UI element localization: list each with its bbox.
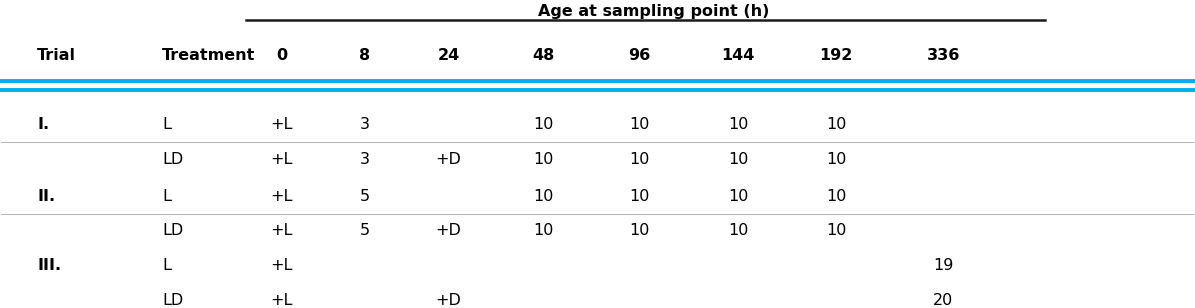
Text: 10: 10 xyxy=(629,188,649,204)
Text: II.: II. xyxy=(37,188,55,204)
Text: 10: 10 xyxy=(826,152,846,167)
Text: 10: 10 xyxy=(534,188,554,204)
Text: 10: 10 xyxy=(728,188,748,204)
Text: +L: +L xyxy=(270,117,293,132)
Text: 10: 10 xyxy=(534,117,554,132)
Text: LD: LD xyxy=(163,152,184,167)
Text: III.: III. xyxy=(37,258,61,273)
Text: 24: 24 xyxy=(437,48,460,63)
Text: L: L xyxy=(163,188,171,204)
Text: 10: 10 xyxy=(534,224,554,238)
Text: +L: +L xyxy=(270,258,293,273)
Text: 5: 5 xyxy=(360,224,370,238)
Text: +D: +D xyxy=(435,152,461,167)
Text: 10: 10 xyxy=(629,224,649,238)
Text: 10: 10 xyxy=(629,117,649,132)
Text: 10: 10 xyxy=(826,188,846,204)
Text: 10: 10 xyxy=(826,117,846,132)
Text: 0: 0 xyxy=(276,48,287,63)
Text: 19: 19 xyxy=(933,258,954,273)
Text: 336: 336 xyxy=(926,48,960,63)
Text: +L: +L xyxy=(270,152,293,167)
Text: +D: +D xyxy=(435,293,461,308)
Text: 144: 144 xyxy=(722,48,755,63)
Text: L: L xyxy=(163,258,171,273)
Text: +L: +L xyxy=(270,188,293,204)
Text: 10: 10 xyxy=(728,117,748,132)
Text: Treatment: Treatment xyxy=(163,48,256,63)
Text: L: L xyxy=(163,117,171,132)
Text: 192: 192 xyxy=(820,48,852,63)
Text: LD: LD xyxy=(163,293,184,308)
Text: 20: 20 xyxy=(933,293,954,308)
Text: 10: 10 xyxy=(728,224,748,238)
Text: 3: 3 xyxy=(360,117,370,132)
Text: LD: LD xyxy=(163,224,184,238)
Text: 48: 48 xyxy=(533,48,554,63)
Text: 10: 10 xyxy=(534,152,554,167)
Text: 5: 5 xyxy=(360,188,370,204)
Text: 96: 96 xyxy=(629,48,650,63)
Text: I.: I. xyxy=(37,117,49,132)
Text: +D: +D xyxy=(435,224,461,238)
Text: +L: +L xyxy=(270,293,293,308)
Text: 8: 8 xyxy=(360,48,370,63)
Text: Trial: Trial xyxy=(37,48,76,63)
Text: +L: +L xyxy=(270,224,293,238)
Text: 10: 10 xyxy=(728,152,748,167)
Text: 10: 10 xyxy=(826,224,846,238)
Text: 3: 3 xyxy=(360,152,370,167)
Text: 10: 10 xyxy=(629,152,649,167)
Text: Age at sampling point (h): Age at sampling point (h) xyxy=(539,4,770,19)
